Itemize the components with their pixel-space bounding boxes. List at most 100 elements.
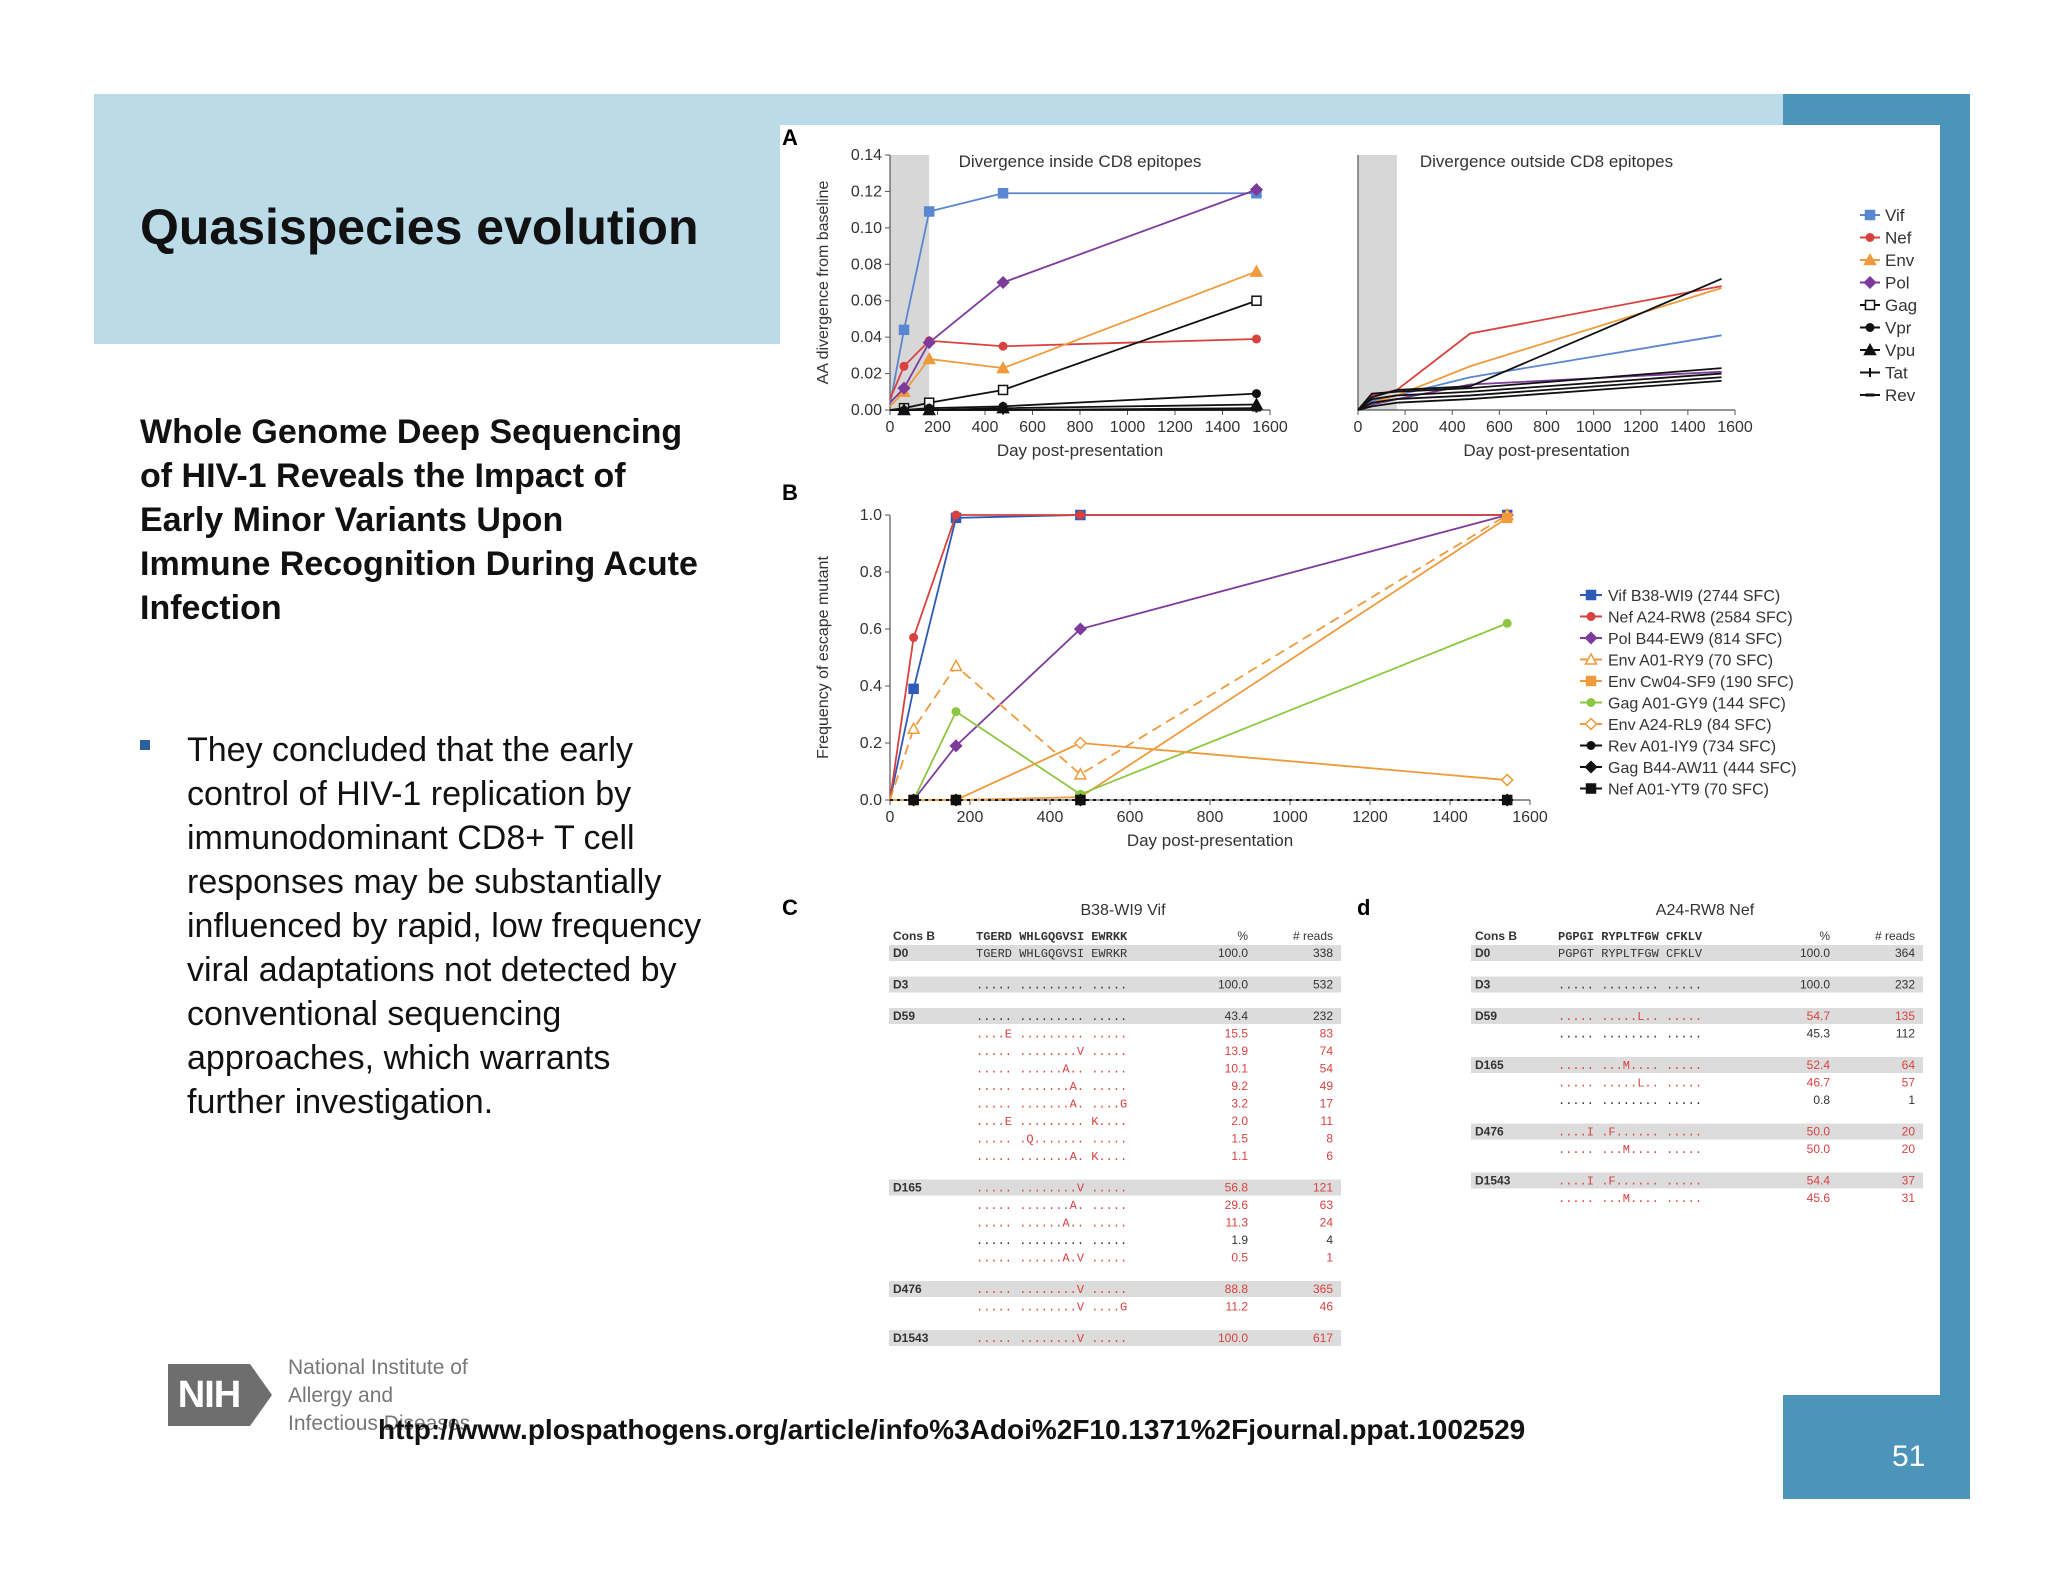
data-point [899, 361, 909, 371]
table-c-row-reads: 1 [1326, 1251, 1333, 1265]
x-tick-label: 800 [1533, 419, 1560, 436]
nih-chevron-icon [250, 1364, 272, 1426]
table-c-row-pct: 100.0 [1218, 946, 1248, 960]
table-d-row-reads: 364 [1895, 946, 1915, 960]
series-line [889, 188, 1257, 404]
legend-marker [1584, 631, 1598, 645]
x-tick-label: 1600 [1717, 419, 1753, 436]
panel-letter-b: B [782, 480, 798, 505]
table-d-header-seq: PGPGI RYPLTFGW CFKLV [1558, 930, 1703, 944]
table-d-row-reads: 57 [1902, 1076, 1916, 1090]
data-point [1073, 736, 1087, 750]
y-tick-label: 1.0 [860, 507, 882, 524]
table-c-row-reads: 232 [1313, 1009, 1333, 1023]
x-tick-label: 1400 [1670, 419, 1706, 436]
table-c-row-pct: 10.1 [1225, 1062, 1249, 1076]
y-tick-label: 0.10 [851, 220, 882, 237]
table-d-header-pct: % [1819, 929, 1830, 943]
legend-marker [1584, 652, 1598, 665]
data-point [1501, 794, 1513, 806]
table-c-row-reads: 83 [1320, 1027, 1334, 1041]
x-axis-label: Day post-presentation [1463, 441, 1629, 460]
table-d-row-reads: 31 [1902, 1191, 1916, 1205]
table-c-row-reads: 11 [1321, 1114, 1334, 1128]
y-tick-label: 0.00 [851, 402, 882, 419]
table-c-row-shade [889, 1008, 1341, 1024]
table-d-row-seq: ..... ........ ..... [1558, 1028, 1702, 1042]
x-tick-label: 1000 [1272, 809, 1308, 826]
table-c-row-seq: ..... ......... ..... [976, 979, 1127, 993]
table-c-row-pct: 100.0 [1218, 978, 1248, 992]
table-c-row-pct: 56.8 [1225, 1181, 1249, 1195]
y-tick-label: 0.8 [860, 564, 882, 581]
data-point [908, 683, 919, 695]
legend-marker [1865, 393, 1875, 397]
series-line [889, 270, 1257, 407]
table-d-row-pct: 54.4 [1807, 1174, 1831, 1188]
legend-marker [1584, 760, 1598, 774]
legend-marker [1585, 675, 1597, 687]
table-d-row-pct: 50.0 [1807, 1125, 1831, 1139]
x-tick-label: 1400 [1205, 419, 1241, 436]
bullet-item: They concluded that the early control of… [140, 728, 710, 1124]
table-c-row-reads: 338 [1313, 946, 1333, 960]
table-d-header-reads: # reads [1875, 929, 1915, 943]
legend-marker [1865, 368, 1875, 377]
legend-label: Env [1885, 251, 1915, 270]
panel-letter-a: A [782, 125, 798, 150]
table-c-header-pct: % [1237, 929, 1248, 943]
table-d-row-pct: 52.4 [1807, 1058, 1831, 1072]
table-d-row-shade [1471, 1008, 1923, 1024]
data-point [951, 510, 961, 520]
table-c-row-shade [889, 1281, 1341, 1297]
data-point [1251, 334, 1261, 344]
legend-label: Rev [1885, 386, 1916, 405]
x-tick-label: 1000 [1576, 419, 1612, 436]
table-d-row-reads: 37 [1902, 1174, 1916, 1188]
legend-marker [1586, 612, 1596, 621]
nih-logo-line3: Infectious Diseases [288, 1412, 471, 1435]
x-tick-label: 1400 [1432, 809, 1468, 826]
series-line [890, 622, 1508, 801]
figure-svg: ABC d0 200 400 600 800 1000 1200 1400 16000.000.0… [782, 125, 1923, 1346]
nih-logo-line2: Allergy and [288, 1384, 394, 1407]
table-c-row-pct: 13.9 [1225, 1044, 1249, 1058]
table-d-row-label: D476 [1475, 1125, 1504, 1139]
bullet-text: They concluded that the early control of… [187, 731, 702, 1121]
table-d-row-reads: 112 [1896, 1027, 1915, 1041]
x-tick-label: 1200 [1352, 809, 1388, 826]
table-d-row-reads: 135 [1895, 1009, 1915, 1023]
chart-title: Divergence outside CD8 epitopes [1420, 152, 1673, 171]
series-line [889, 299, 1257, 411]
series-line [890, 742, 1508, 801]
x-tick-label: 1000 [1110, 419, 1146, 436]
data-point [924, 408, 934, 412]
table-d-row-reads: 64 [1902, 1058, 1916, 1072]
legend-marker [1585, 589, 1597, 601]
y-tick-label: 0.08 [851, 256, 882, 273]
data-point [897, 381, 911, 395]
legend-label: Pol [1885, 274, 1910, 293]
legend-label: Env A01-RY9 (70 SFC) [1608, 653, 1773, 670]
table-d-row-seq: ..... .....L.. ..... [1558, 1077, 1702, 1091]
source-url[interactable]: http://www.plospathogens.org/article/inf… [378, 1414, 1526, 1445]
panel-letter-c: C [782, 895, 798, 920]
table-c-row-seq: ..... ........V ..... [976, 1283, 1127, 1297]
x-tick-label: 600 [1486, 419, 1513, 436]
data-point [1249, 183, 1264, 197]
table-d-row-pct: 100.0 [1800, 946, 1830, 960]
series-line [1357, 372, 1722, 411]
x-tick-label: 600 [1117, 809, 1144, 826]
data-point [899, 408, 909, 412]
nih-mark: NIH [168, 1364, 250, 1426]
table-c-row-seq: ..... ......... ..... [976, 1010, 1127, 1024]
table-d-row-seq: ..... ........ ..... [1558, 1094, 1702, 1108]
series-line [1357, 367, 1722, 411]
table-d-row-pct: 45.6 [1807, 1191, 1831, 1205]
legend-marker [1865, 323, 1875, 332]
table-d-row-shade [1471, 1123, 1923, 1140]
table-d-row-seq: ..... ........ ..... [1558, 979, 1702, 993]
data-point [1251, 295, 1262, 306]
x-tick-label: 400 [972, 419, 999, 436]
